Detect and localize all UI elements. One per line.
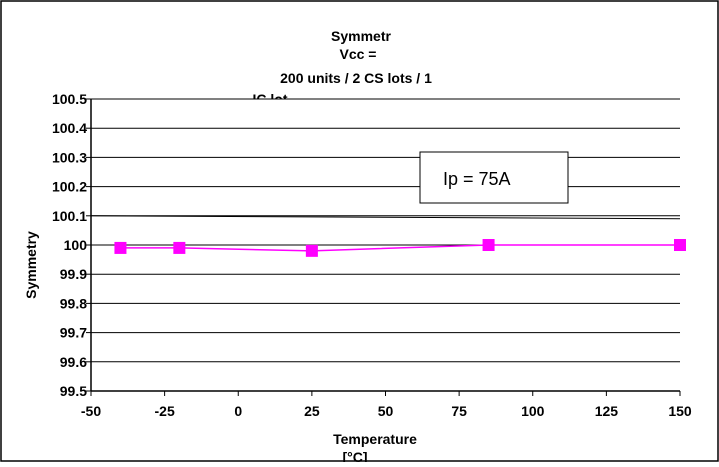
y-tick-label: 99.5 [60,383,87,399]
data-point [114,241,127,254]
x-tick-label: -50 [81,403,101,419]
series-layer [114,239,686,257]
chart-title-line-2: Vcc = [340,46,377,62]
y-tick-label: 99.6 [60,354,87,370]
data-point [305,244,318,257]
data-point [173,241,186,254]
x-tick-label: 125 [595,403,619,419]
annotation-box [419,151,569,204]
x-axis-label: Temperature [°C] [333,431,417,465]
x-tick-label: 25 [304,403,320,419]
x-tick-label: 150 [668,403,692,419]
y-axis-label: Symmetry [23,231,39,299]
chart-title-line-1: Symmetr [331,28,391,44]
y-tick-label: 99.9 [60,266,87,282]
annotation: Ip = 75A [419,151,569,204]
y-tick-label: 100.4 [52,120,87,136]
x-tick-label: 75 [451,403,467,419]
x-tick-label: 100 [521,403,545,419]
y-tick-label: 100 [64,237,88,253]
y-tick-label: 100.2 [52,179,87,195]
y-tick-label: 99.7 [60,325,87,341]
reference-line [90,215,681,220]
data-point [482,239,495,251]
x-axis-ticks: -50 -25 0 25 50 75 100 125 150 [81,391,692,419]
data-point [674,239,686,251]
x-tick-label: 0 [234,403,242,419]
y-axis-ticks: 100.5 100.4 100.3 100.2 100.1 100 99.9 99.8 99.7… [52,91,91,399]
x-axis-label-line-2: [°C] [342,449,367,462]
chart-title-line-3: 200 units / 2 CS lots / 1 [280,70,432,86]
chart-title: Symmetr Vcc = 200 units / 2 CS lots / 1 … [253,28,433,107]
reference-line-path [90,215,681,220]
y-tick-label: 100.5 [52,91,87,107]
x-tick-label: 50 [378,403,394,419]
y-tick-label: 100.3 [52,149,87,165]
annotation-text: Ip = 75A [443,169,511,189]
x-axis-label-line-1: Temperature [333,431,417,447]
x-tick-label: -25 [155,403,175,419]
y-tick-label: 99.8 [60,295,87,311]
y-tick-label: 100.1 [52,208,87,224]
